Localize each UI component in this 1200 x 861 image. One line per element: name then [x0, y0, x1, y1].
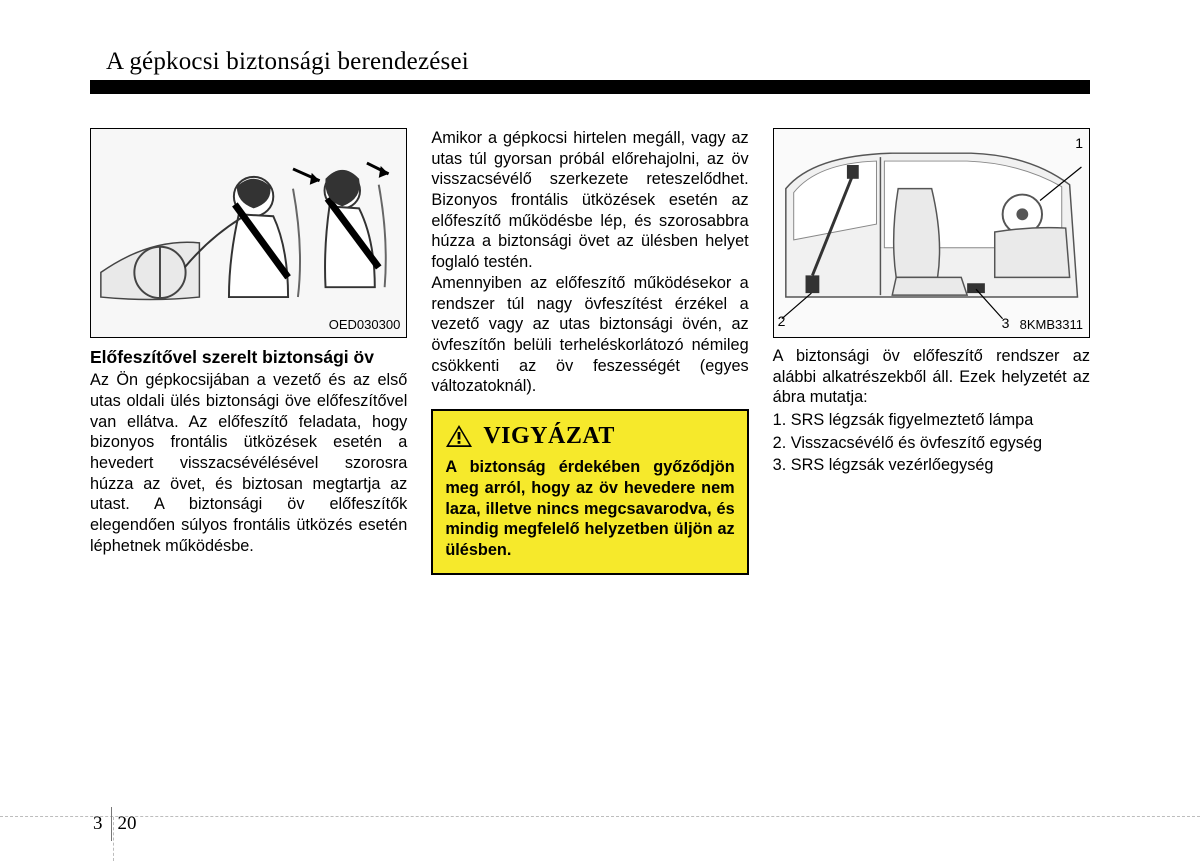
list-item: 1. SRS légzsák figyelmeztető lámpa: [773, 410, 1090, 431]
list-item: 2. Visszacsévélő és övfeszítő egység: [773, 433, 1090, 454]
callout-2: 2: [778, 313, 786, 331]
car-interior-illustration: [774, 129, 1089, 337]
page-title: A gépkocsi biztonsági berendezései: [90, 48, 1090, 76]
section-heading: Előfeszítővel szerelt biztonsági öv: [90, 346, 407, 368]
column-1: OED030300 Előfeszítővel szerelt biztonsá…: [90, 128, 407, 575]
warning-body: A biztonság érdekében győződjön meg arró…: [445, 457, 734, 560]
body-text: Amennyiben az előfeszítő működésekor a r…: [431, 273, 748, 397]
column-3: 1 2 3 8KMB3311 A biztonsági öv előfeszít…: [773, 128, 1090, 575]
column-2: Amikor a gépkocsi hirtelen megáll, vagy …: [431, 128, 748, 575]
body-text: A biztonsági öv előfeszítő rendszer az a…: [773, 346, 1090, 408]
warning-header: VIGYÁZAT: [445, 421, 734, 451]
columns: OED030300 Előfeszítővel szerelt biztonsá…: [90, 128, 1090, 575]
warning-icon: [445, 424, 473, 448]
list-item: 3. SRS légzsák vezérlőegység: [773, 455, 1090, 476]
page: A gépkocsi biztonsági berendezései: [90, 48, 1090, 808]
crop-mark-h: [0, 816, 1200, 817]
callout-1: 1: [1075, 135, 1083, 153]
figure-code: 8KMB3311: [1020, 317, 1083, 334]
section-number: 3: [93, 813, 111, 835]
seatbelt-illustration: [91, 129, 406, 337]
body-text: Az Ön gépkocsijában a vezető és az első …: [90, 370, 407, 556]
warning-box: VIGYÁZAT A biztonság érdekében győződjön…: [431, 409, 748, 575]
body-text: Amikor a gépkocsi hirtelen megáll, vagy …: [431, 128, 748, 273]
figure-seatbelt-occupants: OED030300: [90, 128, 407, 338]
page-number: 20: [112, 813, 137, 835]
figure-code: OED030300: [329, 317, 401, 334]
callout-3: 3: [1002, 315, 1010, 333]
header-rule: [90, 80, 1090, 94]
figure-car-interior: 1 2 3 8KMB3311: [773, 128, 1090, 338]
warning-title: VIGYÁZAT: [483, 421, 615, 451]
page-footer: 3 20: [93, 807, 137, 841]
